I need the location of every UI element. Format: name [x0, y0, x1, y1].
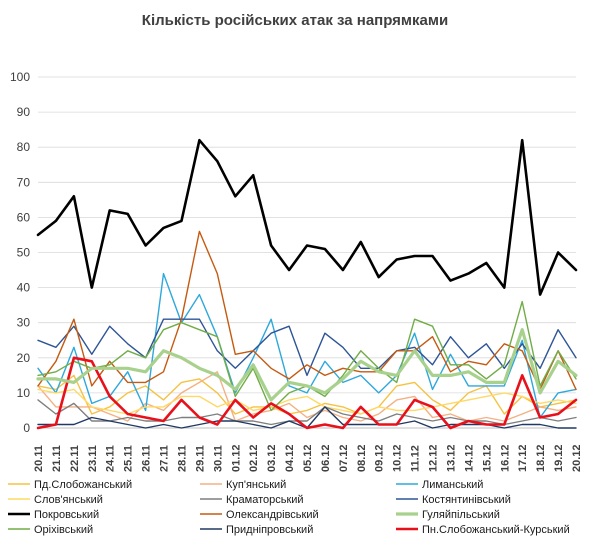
legend-label: Куп'янський	[226, 479, 286, 491]
x-tick-label: 03.12	[266, 444, 278, 472]
series-layer	[36, 138, 578, 430]
x-tick-label: 01.12	[230, 444, 242, 472]
legend-label: Пд.Слобожанський	[34, 479, 132, 491]
series-line	[37, 371, 577, 422]
x-tick-label: 11.12	[410, 445, 422, 472]
chart-title: Кількість російських атак за напрямками	[141, 12, 449, 29]
x-tick-label: 02.12	[248, 444, 260, 472]
x-tick-label: 18.12	[535, 444, 547, 472]
series-line	[37, 230, 577, 391]
x-tick-label: 20.12	[571, 444, 583, 472]
legend-label: Покровський	[34, 509, 99, 521]
x-tick-label: 10.12	[392, 444, 404, 472]
y-tick-label: 20	[17, 351, 31, 365]
series-line	[37, 399, 577, 426]
y-tick-label: 70	[17, 175, 31, 189]
x-tick-label: 30.11	[212, 445, 224, 472]
y-tick-label: 30	[17, 316, 31, 330]
legend-label: Лиманський	[422, 479, 483, 491]
x-tick-label: 21.11	[51, 445, 63, 472]
series-line	[37, 272, 577, 419]
y-tick-label: 10	[17, 386, 31, 400]
x-tick-label: 20.11	[33, 445, 45, 472]
y-axis: 0 10 20 30 40 50 60 70 80 90 100	[10, 70, 30, 435]
y-tick-label: 80	[17, 140, 31, 154]
legend-label: Придніпровський	[226, 524, 313, 536]
x-tick-label: 22.11	[69, 445, 81, 472]
y-tick-label: 90	[17, 105, 31, 119]
legend: Пд.Слобожанський Куп'янський Лиманський Сло…	[8, 479, 570, 536]
series-line	[36, 138, 578, 296]
x-tick-label: 17.12	[517, 444, 529, 472]
x-tick-label: 09.12	[374, 444, 386, 472]
legend-label: Слов'янський	[34, 494, 103, 506]
x-tick-label: 14.12	[463, 444, 475, 472]
x-tick-label: 05.12	[302, 444, 314, 472]
x-tick-label: 27.11	[159, 445, 171, 472]
x-tick-label: 23.11	[87, 445, 99, 472]
x-tick-label: 07.12	[338, 444, 350, 472]
y-tick-label: 50	[17, 246, 31, 260]
series-line	[36, 328, 578, 402]
y-tick-label: 0	[23, 421, 30, 435]
x-tick-label: 24.11	[105, 445, 117, 472]
x-tick-label: 12.12	[428, 444, 440, 472]
legend-label: Оріхівський	[34, 524, 93, 536]
series-line	[37, 318, 577, 377]
legend-label: Костянтинівський	[422, 494, 511, 506]
legend-label: Гуляйпільський	[422, 509, 500, 521]
x-tick-label: 06.12	[320, 444, 332, 472]
legend-label: Краматорський	[226, 494, 304, 506]
x-axis: 20.11 21.11 22.11 23.11 24.11 25.11 26.11 27.11…	[33, 444, 583, 472]
x-tick-label: 28.11	[176, 445, 188, 472]
x-tick-label: 19.12	[553, 444, 565, 472]
legend-label: Пн.Слобожанський-Курський	[422, 524, 570, 536]
x-tick-label: 29.11	[194, 445, 206, 472]
y-tick-label: 100	[10, 70, 30, 84]
y-tick-label: 60	[17, 210, 31, 224]
x-tick-label: 04.12	[284, 444, 296, 472]
x-tick-label: 25.11	[123, 445, 135, 472]
x-tick-label: 08.12	[356, 444, 368, 472]
x-tick-label: 16.12	[499, 444, 511, 472]
series-line	[36, 356, 578, 430]
x-tick-label: 13.12	[445, 444, 457, 472]
x-tick-label: 15.12	[481, 444, 493, 472]
y-tick-label: 40	[17, 281, 31, 295]
legend-label: Олександрівський	[226, 509, 319, 521]
x-tick-label: 26.11	[141, 445, 153, 472]
